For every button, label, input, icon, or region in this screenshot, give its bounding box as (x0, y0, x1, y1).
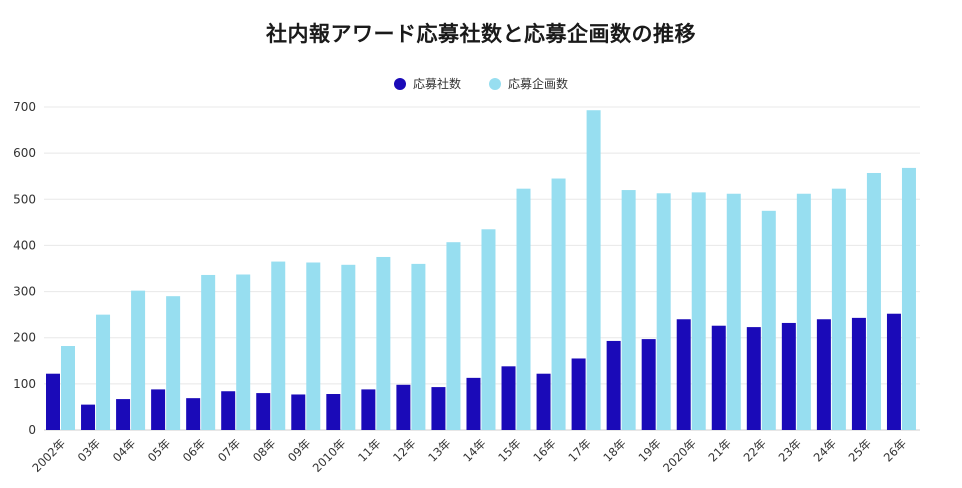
bar-projects[interactable] (481, 229, 496, 430)
bar-projects[interactable] (306, 262, 321, 430)
x-tick-label: 25年 (846, 436, 874, 464)
bar-companies[interactable] (816, 319, 831, 430)
bar-companies[interactable] (781, 322, 796, 430)
bar-companies[interactable] (291, 394, 306, 430)
bar-projects[interactable] (901, 167, 916, 430)
x-tick-label: 03年 (75, 436, 103, 464)
y-tick-label: 400 (13, 238, 36, 252)
bar-companies[interactable] (711, 325, 726, 430)
x-tick-label: 21年 (705, 436, 733, 464)
bar-projects[interactable] (376, 256, 391, 430)
bar-companies[interactable] (151, 389, 166, 430)
y-tick-label: 700 (13, 100, 36, 114)
bar-companies[interactable] (81, 404, 96, 430)
bar-projects[interactable] (61, 346, 75, 430)
x-tick-label: 23年 (776, 436, 804, 464)
bar-companies[interactable] (326, 394, 341, 430)
bar-companies[interactable] (641, 339, 656, 430)
x-tick-label: 11年 (355, 436, 383, 464)
x-tick-label: 2010年 (310, 436, 349, 475)
x-tick-label: 15年 (495, 436, 523, 464)
legend-label-companies: 応募社数 (412, 77, 461, 91)
bar-projects[interactable] (446, 242, 461, 430)
legend-item-projects[interactable]: 応募企画数 (489, 75, 568, 92)
bar-companies[interactable] (886, 313, 901, 430)
x-tick-label: 07年 (215, 436, 243, 464)
x-tick-label: 19年 (635, 436, 663, 464)
y-axis: 0 100 200 300 400 500 600 700 (13, 100, 36, 437)
bar-projects[interactable] (551, 178, 566, 430)
bar-projects[interactable] (411, 263, 426, 430)
x-tick-label: 14年 (460, 436, 488, 464)
x-tick-label: 17年 (565, 436, 593, 464)
bar-projects[interactable] (831, 188, 846, 430)
bar-companies[interactable] (746, 327, 761, 430)
bar-companies[interactable] (536, 373, 551, 430)
x-tick-label: 08年 (250, 436, 278, 464)
bar-companies[interactable] (606, 340, 621, 430)
x-tick-label: 16年 (530, 436, 558, 464)
bar-projects[interactable] (656, 193, 671, 430)
bar-companies[interactable] (396, 384, 411, 430)
y-tick-label: 500 (13, 192, 36, 206)
bar-companies[interactable] (361, 389, 376, 430)
bar-companies[interactable] (466, 377, 481, 430)
bar-projects[interactable] (236, 274, 251, 430)
bar-projects[interactable] (341, 264, 356, 430)
x-tick-label: 18年 (600, 436, 628, 464)
legend: 応募社数 応募企画数 (0, 75, 962, 92)
bar-companies[interactable] (256, 393, 271, 430)
x-tick-label: 2002年 (29, 436, 68, 475)
y-tick-label: 600 (13, 146, 36, 160)
bar-projects[interactable] (516, 188, 531, 430)
bar-projects[interactable] (201, 274, 216, 430)
bar-companies[interactable] (431, 387, 446, 430)
bar-companies[interactable] (186, 398, 201, 430)
bar-companies[interactable] (851, 317, 866, 430)
bar-companies[interactable] (221, 391, 236, 430)
bars (46, 110, 916, 430)
legend-label-projects: 応募企画数 (508, 77, 569, 91)
bar-projects[interactable] (726, 193, 741, 430)
bar-companies[interactable] (46, 373, 60, 430)
x-tick-label: 26年 (881, 436, 909, 464)
x-tick-label: 2020年 (660, 436, 699, 475)
legend-swatch-projects (489, 77, 501, 90)
bar-projects[interactable] (691, 192, 706, 430)
legend-item-companies[interactable]: 応募社数 (393, 75, 461, 92)
bar-projects[interactable] (761, 210, 776, 430)
bar-projects[interactable] (166, 296, 181, 430)
y-tick-label: 0 (28, 423, 36, 437)
x-tick-label: 24年 (811, 436, 839, 464)
x-tick-label: 06年 (180, 436, 208, 464)
bar-projects[interactable] (96, 314, 111, 430)
bar-companies[interactable] (676, 319, 691, 430)
bar-companies[interactable] (116, 399, 131, 430)
bar-projects[interactable] (586, 110, 601, 430)
bar-projects[interactable] (866, 172, 881, 430)
x-tick-label: 13年 (425, 436, 453, 464)
bar-projects[interactable] (131, 290, 146, 430)
x-tick-label: 22年 (741, 436, 769, 464)
bar-projects[interactable] (621, 190, 636, 430)
x-tick-label: 12年 (390, 436, 418, 464)
bar-projects[interactable] (271, 261, 286, 430)
bar-companies[interactable] (501, 366, 516, 430)
legend-swatch-companies (393, 77, 406, 90)
bar-projects[interactable] (796, 193, 811, 430)
y-tick-label: 300 (13, 285, 36, 299)
chart-title: 社内報アワード応募社数と応募企画数の推移 (266, 22, 696, 46)
x-tick-label: 09年 (285, 436, 313, 464)
y-tick-label: 200 (13, 331, 36, 345)
x-tick-label: 04年 (110, 436, 138, 464)
y-tick-label: 100 (13, 377, 36, 391)
x-tick-label: 05年 (145, 436, 173, 464)
bar-companies[interactable] (571, 358, 586, 430)
